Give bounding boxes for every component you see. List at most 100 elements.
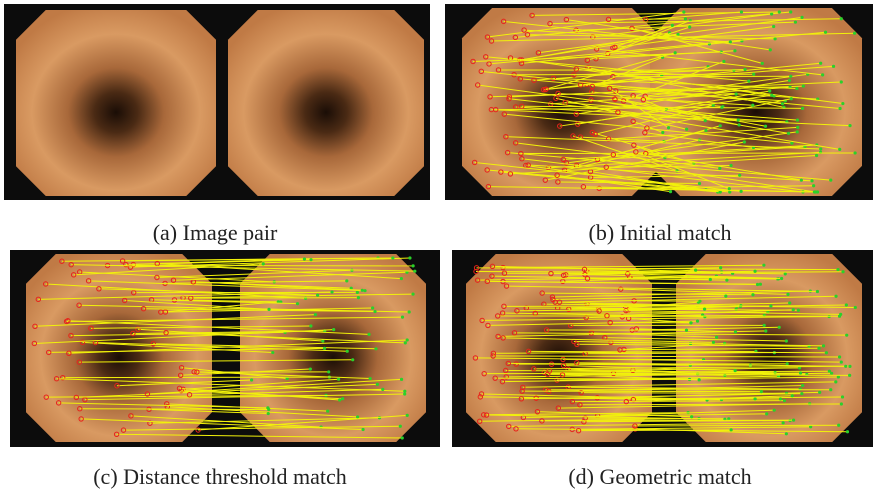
keypoint-right	[356, 291, 359, 294]
keypoint-right	[796, 118, 799, 121]
match-line	[484, 373, 800, 374]
match-line	[191, 298, 359, 299]
keypoint-right	[838, 148, 841, 151]
keypoint-right	[824, 31, 827, 34]
keypoint-right	[332, 328, 335, 331]
keypoint-right	[720, 106, 723, 109]
keypoint-right	[728, 187, 731, 190]
keypoint-right	[743, 140, 746, 143]
keypoint-right	[323, 347, 326, 350]
keypoint-right	[403, 390, 406, 393]
keypoint-right	[401, 436, 404, 439]
keypoint-right	[816, 190, 819, 193]
keypoint-right	[765, 412, 768, 415]
keypoint-right	[403, 392, 406, 395]
keypoint-right	[401, 315, 404, 318]
keypoint-right	[367, 333, 370, 336]
keypoint-right	[816, 290, 819, 293]
keypoint-right	[326, 409, 329, 412]
keypoint-right	[819, 62, 822, 65]
keypoint-right	[303, 257, 306, 260]
keypoint-right	[789, 10, 792, 13]
keypoint-right	[747, 80, 750, 83]
keypoint-right	[376, 383, 379, 386]
endoscopy-image	[676, 254, 862, 442]
keypoint-right	[373, 310, 376, 313]
keypoint-right	[712, 341, 715, 344]
keypoint-right	[327, 370, 330, 373]
keypoint-right	[371, 306, 374, 309]
keypoint-right	[733, 49, 736, 52]
keypoint-right	[781, 102, 784, 105]
keypoint-right	[413, 270, 416, 273]
keypoint-right	[785, 339, 788, 342]
keypoint-right	[790, 97, 793, 100]
keypoint-right	[737, 118, 740, 121]
keypoint-right	[316, 294, 319, 297]
keypoint-right	[802, 84, 805, 87]
keypoint-right	[783, 399, 786, 402]
keypoint-right	[801, 384, 804, 387]
keypoint-right	[704, 119, 707, 122]
keypoint-right	[314, 313, 317, 316]
keypoint-right	[345, 279, 348, 282]
keypoint-right	[738, 174, 741, 177]
keypoint-right	[267, 412, 270, 415]
keypoint-right	[698, 182, 701, 185]
keypoint-right	[773, 37, 776, 40]
keypoint-right	[661, 131, 664, 134]
keypoint-right	[667, 126, 670, 129]
keypoint-right	[764, 329, 767, 332]
keypoint-right	[818, 391, 821, 394]
keypoint-right	[800, 16, 803, 19]
keypoint-right	[756, 283, 759, 286]
keypoint-right	[841, 270, 844, 273]
keypoint-right	[788, 79, 791, 82]
keypoint-right	[704, 129, 707, 132]
keypoint-right	[841, 395, 844, 398]
keypoint-right	[759, 283, 762, 286]
keypoint-right	[772, 25, 775, 28]
endoscopy-image	[16, 10, 216, 196]
keypoint-right	[853, 151, 856, 154]
keypoint-right	[381, 388, 384, 391]
keypoint-right	[400, 277, 403, 280]
keypoint-right	[845, 334, 848, 337]
keypoint-right	[703, 308, 706, 311]
keypoint-right	[762, 264, 765, 267]
keypoint-right	[810, 179, 813, 182]
keypoint-right	[267, 408, 270, 411]
keypoint-right	[356, 415, 359, 418]
keypoint-right	[688, 26, 691, 29]
match-line	[581, 393, 786, 394]
keypoint-right	[778, 10, 781, 13]
keypoint-right	[786, 293, 789, 296]
keypoint-right	[800, 392, 803, 395]
keypoint-right	[250, 378, 253, 381]
keypoint-right	[769, 304, 772, 307]
keypoint-right	[788, 301, 791, 304]
keypoint-right	[797, 309, 800, 312]
keypoint-right	[357, 296, 360, 299]
keypoint-right	[840, 80, 843, 83]
keypoint-right	[753, 270, 756, 273]
keypoint-right	[787, 132, 790, 135]
keypoint-right	[841, 102, 844, 105]
keypoint-right	[698, 300, 701, 303]
keypoint-right	[684, 17, 687, 20]
keypoint-right	[709, 278, 712, 281]
keypoint-right	[690, 415, 693, 418]
panels	[4, 4, 873, 447]
keypoint-right	[825, 351, 828, 354]
keypoint-right	[760, 390, 763, 393]
keypoint-right	[799, 371, 802, 374]
keypoint-right	[309, 258, 312, 261]
keypoint-right	[829, 388, 832, 391]
keypoint-right	[800, 179, 803, 182]
keypoint-right	[837, 375, 840, 378]
keypoint-right	[796, 130, 799, 133]
keypoint-right	[689, 321, 692, 324]
keypoint-right	[685, 128, 688, 131]
keypoint-right	[735, 93, 738, 96]
keypoint-right	[363, 289, 366, 292]
